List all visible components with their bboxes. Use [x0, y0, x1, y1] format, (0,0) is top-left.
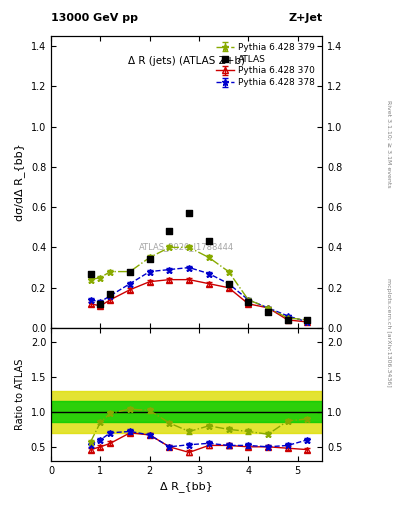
ATLAS [87, 269, 94, 278]
ATLAS [147, 255, 153, 264]
Y-axis label: dσ/dΔ R_{bb}: dσ/dΔ R_{bb} [15, 143, 25, 221]
ATLAS [265, 308, 271, 316]
ATLAS [245, 297, 252, 306]
X-axis label: Δ R_{bb}: Δ R_{bb} [160, 481, 213, 492]
Text: mcplots.cern.ch [arXiv:1306.3436]: mcplots.cern.ch [arXiv:1306.3436] [386, 279, 391, 387]
Text: 13000 GeV pp: 13000 GeV pp [51, 13, 138, 23]
Text: Rivet 3.1.10; ≥ 3.1M events: Rivet 3.1.10; ≥ 3.1M events [386, 99, 391, 187]
Bar [51, 391, 322, 433]
ATLAS [97, 300, 103, 308]
Text: Z+Jet: Z+Jet [288, 13, 322, 23]
ATLAS [166, 227, 173, 236]
ATLAS [226, 280, 232, 288]
ATLAS [186, 209, 192, 217]
ATLAS [304, 316, 310, 324]
Text: ATLAS_2020_I1788444: ATLAS_2020_I1788444 [139, 242, 234, 251]
Text: Δ R (jets) (ATLAS Z+b): Δ R (jets) (ATLAS Z+b) [128, 56, 245, 66]
ATLAS [107, 290, 114, 298]
ATLAS [285, 316, 291, 324]
Legend: Pythia 6.428 379, ATLAS, Pythia 6.428 370, Pythia 6.428 378: Pythia 6.428 379, ATLAS, Pythia 6.428 37… [213, 40, 318, 90]
Bar [51, 401, 322, 422]
Y-axis label: Ratio to ATLAS: Ratio to ATLAS [15, 359, 25, 430]
ATLAS [206, 237, 212, 245]
ATLAS [127, 267, 133, 275]
